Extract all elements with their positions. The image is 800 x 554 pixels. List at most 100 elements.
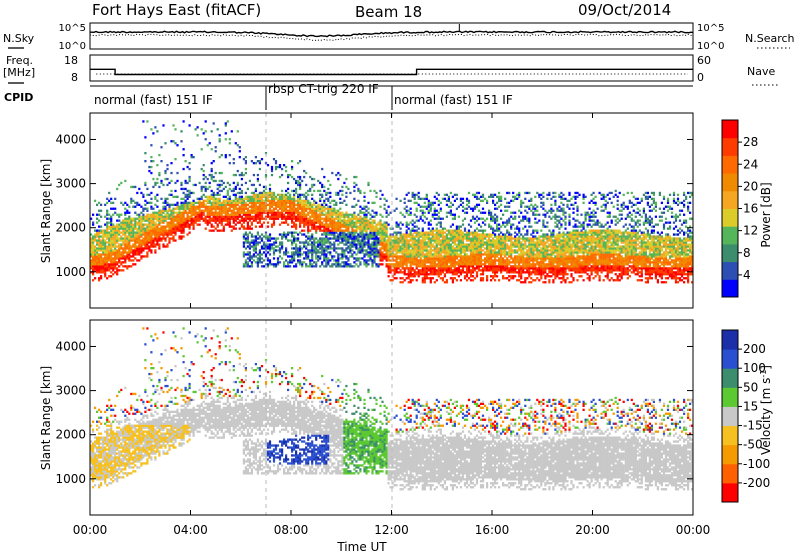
power-cell — [146, 215, 149, 218]
power-cell — [238, 199, 241, 202]
power-cell — [379, 241, 382, 244]
power-cell — [397, 247, 400, 250]
power-cell — [315, 229, 318, 232]
power-cell — [423, 271, 426, 274]
power-cell — [477, 255, 481, 258]
power-cell — [136, 249, 139, 252]
power-cell — [190, 223, 193, 226]
power-cell — [303, 195, 306, 198]
power-cell — [407, 243, 410, 246]
power-cell — [415, 263, 418, 266]
power-cell — [234, 193, 237, 196]
power-cell — [248, 259, 251, 262]
power-cell — [116, 213, 119, 216]
power-cell — [363, 205, 366, 208]
power-cell — [184, 223, 187, 226]
power-cell — [361, 211, 364, 214]
power-cell — [419, 259, 422, 262]
power-cell — [254, 239, 257, 242]
power-cell — [110, 243, 113, 246]
power-cell — [335, 213, 338, 216]
power-cell — [421, 219, 424, 222]
power-cell — [461, 257, 465, 260]
power-cell — [359, 233, 362, 236]
power-cell — [260, 239, 264, 242]
power-cell — [353, 211, 356, 214]
power-cell — [309, 239, 312, 242]
power-cell — [415, 201, 418, 204]
power-cell — [365, 261, 368, 264]
power-cell — [178, 205, 181, 208]
power-cell — [242, 263, 245, 266]
power-cell — [212, 205, 215, 208]
power-cell — [272, 209, 276, 212]
power-cell — [397, 249, 400, 252]
power-cell — [295, 225, 298, 228]
power-cell — [276, 217, 280, 220]
power-cell — [327, 197, 330, 200]
power-cell — [433, 245, 436, 248]
power-cell — [329, 243, 332, 246]
power-cell — [156, 231, 159, 234]
power-cell — [106, 217, 109, 220]
power-cell — [405, 265, 408, 268]
power-cell — [435, 273, 438, 276]
power-cell — [291, 217, 294, 220]
power-cell — [136, 221, 139, 224]
power-cell — [160, 211, 163, 214]
power-cell — [295, 251, 298, 254]
power-cell — [144, 245, 147, 248]
cpid-row: normal (fast) 151 IF rbsp CT-trig 220 IF… — [90, 82, 693, 110]
power-cell — [281, 203, 284, 206]
power-cell — [477, 253, 481, 256]
power-cell — [146, 239, 149, 242]
power-cell — [451, 281, 454, 284]
power-cell — [363, 237, 366, 240]
power-cell — [174, 239, 177, 242]
power-cell — [451, 279, 454, 282]
power-cell — [337, 237, 340, 240]
power-cell — [210, 175, 213, 179]
power-cell — [194, 217, 197, 220]
power-cell — [281, 237, 284, 240]
power-cell — [206, 209, 209, 212]
power-cell — [451, 235, 454, 238]
power-cell — [319, 251, 322, 254]
power-cell — [234, 142, 237, 145]
power-cell — [136, 247, 139, 250]
power-cell — [431, 245, 434, 248]
power-cell — [291, 233, 294, 236]
power-cell — [166, 213, 169, 216]
power-cell — [182, 191, 185, 195]
power-cell — [365, 259, 368, 262]
power-cell — [168, 193, 171, 196]
power-cell — [246, 237, 249, 240]
power-cell — [353, 239, 356, 242]
power-cell — [447, 199, 450, 202]
power-cell — [417, 265, 420, 268]
power-cell — [449, 245, 452, 248]
power-cell — [441, 251, 444, 254]
power-cell — [375, 265, 378, 268]
power-cell — [423, 243, 426, 246]
power-cell — [459, 251, 462, 254]
power-cell — [138, 253, 141, 256]
power-cell — [331, 207, 334, 210]
power-cell — [357, 249, 360, 252]
power-cell — [176, 217, 179, 220]
power-cell — [94, 261, 97, 264]
power-cell — [449, 267, 452, 270]
power-cell — [264, 263, 268, 266]
power-cell — [252, 253, 255, 256]
power-cell — [110, 217, 113, 220]
power-cell — [327, 261, 330, 264]
power-cell — [299, 225, 302, 228]
power-cell — [469, 279, 473, 282]
power-cell — [291, 231, 294, 234]
power-cell — [170, 203, 173, 206]
power-cell — [492, 259, 495, 262]
power-cell — [329, 191, 332, 195]
power-cell — [122, 231, 125, 234]
power-cell — [126, 267, 129, 270]
power-cell — [307, 251, 310, 254]
